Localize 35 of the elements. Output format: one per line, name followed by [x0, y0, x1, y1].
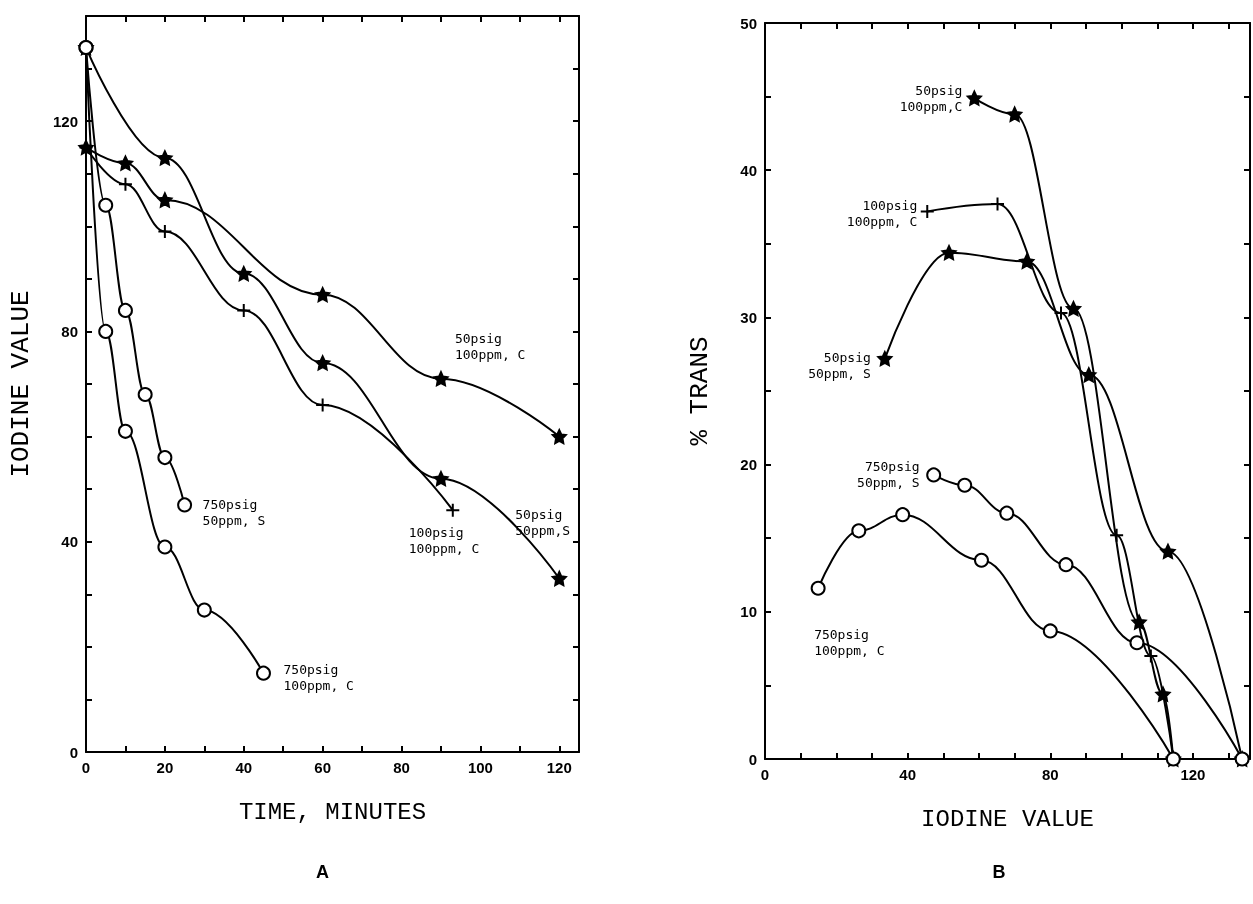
series-label: 50psig 100ppm, C [454, 331, 526, 363]
x-tick-label: 20 [156, 759, 174, 776]
x-tick-label: 120 [1180, 766, 1206, 783]
series-label: 50psig 100ppm,C [899, 82, 963, 114]
y-tick-label: 20 [740, 456, 757, 474]
series-label: 50psig 50ppm, S [808, 350, 871, 382]
x-tick-label: 60 [314, 759, 331, 776]
series-label: 750psig 50ppm, S [857, 459, 920, 491]
series-label: 100psig 100ppm, C [846, 197, 918, 229]
x-tick-label: 0 [81, 759, 91, 776]
text: 750psig 100ppm, C [814, 626, 885, 658]
text: B [992, 862, 1006, 882]
y-tick-label: 10 [740, 603, 757, 621]
x-axis-title: IODINE VALUE [921, 805, 1094, 833]
x-tick-label: 80 [1041, 766, 1059, 783]
y-tick-label: 40 [740, 161, 757, 179]
y-tick-label: 120 [52, 112, 78, 130]
x-tick-label: 80 [393, 759, 410, 776]
x-tick-label: 120 [546, 759, 572, 776]
x-tick-label: 40 [235, 759, 253, 776]
x-tick-label: 40 [899, 766, 916, 783]
text: A [316, 862, 329, 882]
series-label: 100psig 100ppm, C [408, 524, 480, 556]
x-axis-title: TIME, MINUTES [238, 798, 427, 826]
y-tick-label: 40 [61, 533, 78, 551]
y-tick-label: 0 [69, 743, 78, 761]
x-tick-label: 100 [467, 759, 493, 776]
series-label: 750psig 50ppm, S [202, 497, 266, 529]
y-tick-label: 30 [740, 308, 757, 326]
series-label: 750psig 100ppm, C [283, 661, 354, 693]
y-tick-label: 50 [740, 14, 757, 32]
y-axis-title: IODINE VALUE [6, 290, 36, 478]
x-tick-label: 0 [760, 766, 770, 783]
y-tick-label: 80 [61, 322, 78, 340]
y-axis-title: % TRANS [685, 336, 715, 446]
